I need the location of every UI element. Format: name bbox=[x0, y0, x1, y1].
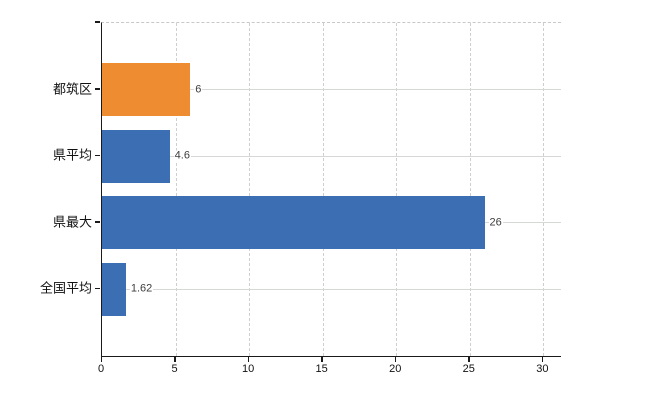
value-label-0: 6 bbox=[194, 83, 203, 96]
x-axis-tick-5 bbox=[174, 357, 176, 362]
x-axis-tick-0 bbox=[100, 357, 102, 362]
gridline-x-10 bbox=[249, 23, 251, 356]
x-axis-tick-25 bbox=[468, 357, 470, 362]
gridline-x-20 bbox=[396, 23, 398, 356]
gridline-y-0 bbox=[102, 89, 561, 91]
bar-2 bbox=[102, 196, 485, 250]
x-axis-tick-20 bbox=[394, 357, 397, 362]
y-axis-tick-0 bbox=[95, 88, 100, 90]
x-axis-tick-10 bbox=[247, 357, 250, 362]
category-label-1: 県平均 bbox=[52, 147, 92, 163]
x-axis-label-10: 10 bbox=[241, 363, 255, 375]
x-axis-label-25: 25 bbox=[462, 363, 475, 375]
bar-3 bbox=[102, 262, 126, 316]
category-label-2: 県最大 bbox=[52, 214, 92, 230]
x-axis-label-15: 15 bbox=[315, 363, 328, 375]
category-label-0: 都筑区 bbox=[52, 81, 92, 97]
bar-1 bbox=[102, 129, 170, 183]
y-axis-tick-3 bbox=[95, 287, 100, 290]
x-axis-label-20: 20 bbox=[389, 363, 402, 375]
gridline-x-30 bbox=[543, 23, 545, 356]
value-label-2: 26 bbox=[488, 216, 503, 229]
x-axis-label-5: 5 bbox=[171, 363, 178, 375]
gridline-y-3 bbox=[102, 288, 561, 290]
y-axis-tick-2 bbox=[95, 221, 100, 223]
x-axis-tick-30 bbox=[541, 357, 544, 362]
category-label-3: 全国平均 bbox=[39, 280, 92, 296]
plot-area: 6 4.6 26 1.62 bbox=[101, 22, 561, 357]
y-axis-tick-1 bbox=[95, 154, 100, 157]
gridline-y-1 bbox=[102, 155, 561, 157]
gridline-x-25 bbox=[469, 23, 471, 356]
x-axis-label-30: 30 bbox=[536, 363, 549, 375]
y-axis-top-tick bbox=[95, 21, 100, 23]
value-label-1: 4.6 bbox=[173, 149, 191, 162]
x-axis-tick-15 bbox=[321, 357, 323, 362]
x-axis-label-0: 0 bbox=[97, 363, 105, 375]
value-label-3: 1.62 bbox=[129, 282, 154, 295]
bar-0 bbox=[102, 63, 191, 117]
gridline-x-5 bbox=[175, 23, 177, 356]
gridline-x-15 bbox=[322, 23, 324, 356]
